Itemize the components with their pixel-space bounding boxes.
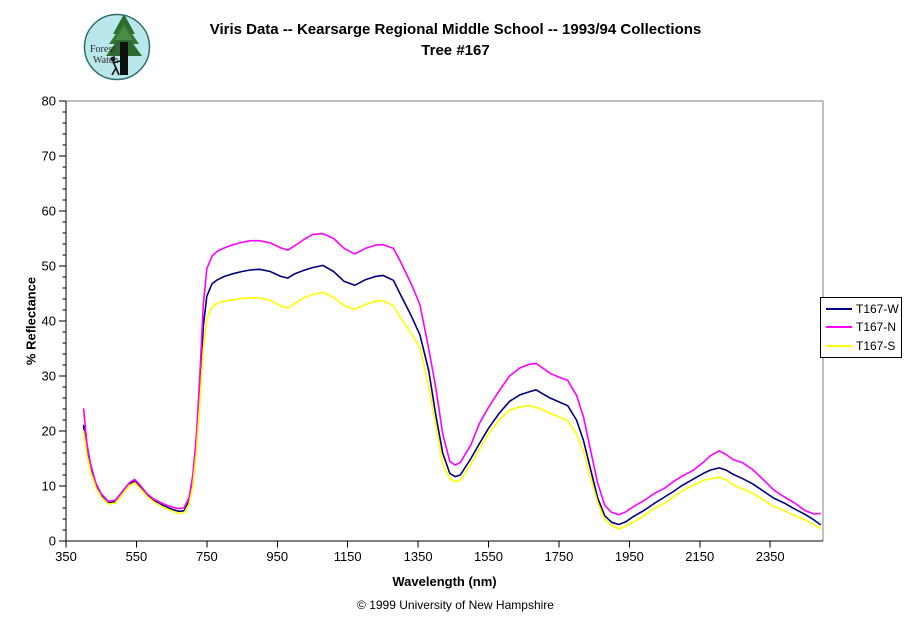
legend-item-t167-w: T167-W [821,300,901,318]
logo-text-forest: Forest [90,44,115,55]
x-tick-label: 1550 [474,549,503,564]
x-axis-title: Wavelength (nm) [392,574,497,589]
legend-line-swatch-s [826,344,852,347]
x-tick-label: 950 [266,549,288,564]
y-tick-label: 50 [42,259,56,274]
plot-area-border [66,100,824,541]
chart-title-block: Viris Data -- Kearsarge Regional Middle … [0,19,911,61]
y-tick-label: 40 [42,314,56,329]
x-tick-label: 550 [126,549,148,564]
chart-title: Viris Data -- Kearsarge Regional Middle … [209,21,702,38]
x-tick-label: 1150 [334,549,362,564]
y-tick-label: 10 [42,479,56,494]
x-tick-label: 1750 [544,549,573,564]
legend-item-t167-n: T167-N [821,318,901,336]
series-line-t167-n [82,232,822,516]
copyright-text: © 1999 University of New Hampshire [357,598,554,612]
y-tick-label: 0 [49,534,56,549]
x-tick-label: 750 [196,549,218,564]
legend-item-t167-s: T167-S [821,337,901,355]
series-line-t167-s [82,291,822,530]
legend-line-swatch-n [826,326,852,329]
series-line-t167-w [82,264,822,526]
legend-line-swatch-w [826,308,852,311]
logo-tree-icon [106,14,142,76]
forest-watch-logo-graphic: Forest Watch [83,13,151,81]
y-tick-label: 20 [42,424,56,439]
y-tick-label: 80 [42,94,56,109]
y-tick-label: 60 [42,204,56,219]
legend-label-s: T167-S [856,338,896,353]
chart-legend: T167-W T167-N T167-S [820,297,902,358]
axis-lines [65,101,823,542]
y-tick-label: 30 [42,369,56,384]
x-tick-label: 350 [55,549,77,564]
logo-text-watch: Watch [93,55,118,66]
chart-subtitle: Tree #167 [421,42,490,59]
x-tick-label: 1950 [615,549,644,564]
y-axis-title: % Reflectance [23,276,39,366]
forest-watch-logo: Forest Watch [82,12,152,82]
x-tick-label: 2350 [756,549,785,564]
x-tick-label: 2150 [685,549,714,564]
legend-label-n: T167-N [856,320,897,335]
x-tick-label: 1350 [404,549,433,564]
y-tick-label: 70 [42,149,56,164]
legend-label-w: T167-W [856,302,899,317]
